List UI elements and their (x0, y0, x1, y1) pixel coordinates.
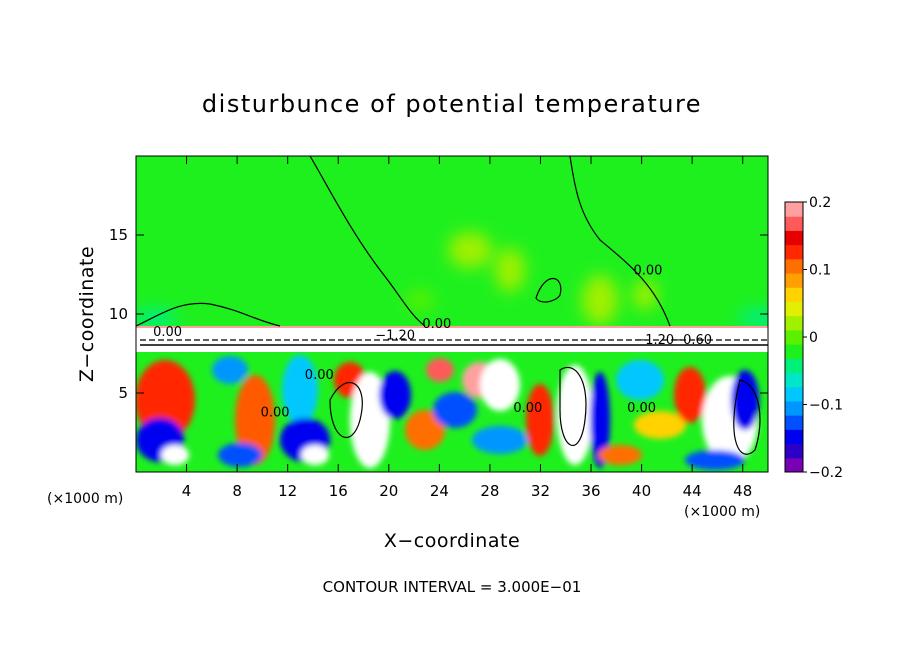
colorbar-swatch (785, 301, 803, 317)
x-unit-label: (×1000 m) (684, 504, 760, 520)
y-axis-ticks: 5 10 15 (109, 226, 768, 402)
y-tick-label: 15 (109, 226, 128, 244)
x-tick-label: 4 (182, 482, 192, 500)
colorbar-swatch (785, 386, 803, 402)
x-axis-ticks: 4 8 12 16 20 24 28 32 36 40 44 48 (182, 156, 752, 500)
contour-label: −1.20 (375, 328, 415, 343)
x-tick-label: 48 (733, 482, 752, 500)
chart-title: disturbunce of potential temperature (202, 90, 702, 118)
colorbar-swatch (785, 344, 803, 359)
x-tick-label: 28 (480, 482, 499, 500)
colorbar-swatch (785, 315, 803, 331)
colorbar-tick-label: 0.2 (809, 195, 831, 211)
colorbar-swatch (785, 372, 803, 388)
interface-band (136, 326, 768, 352)
x-tick-label: 8 (232, 482, 242, 500)
x-tick-label: 12 (278, 482, 297, 500)
colorbar-swatch (785, 358, 803, 374)
y-tick-label: 5 (118, 384, 128, 402)
x-tick-label: 24 (430, 482, 449, 500)
colorbar-tick-label: −0.1 (809, 398, 843, 414)
x-tick-label: 16 (329, 482, 348, 500)
y-tick-label: 10 (109, 305, 128, 323)
colorbar-swatch (785, 443, 803, 459)
turbulent-layer-blobs (136, 355, 759, 470)
colorbar-swatch (785, 457, 803, 473)
colorbar-swatch (785, 202, 803, 217)
x-tick-label: 32 (531, 482, 550, 500)
contour-label: 0.00 (627, 401, 656, 416)
colorbar-swatch (785, 415, 803, 430)
x-tick-label: 36 (581, 482, 600, 500)
colorbar-tick-label: −0.2 (809, 465, 843, 481)
colorbar-swatch (785, 216, 803, 231)
colorbar-swatch (785, 429, 803, 445)
colorbar-swatch (785, 273, 803, 288)
colorbar-swatch (785, 244, 803, 260)
contour-label: 0.00 (261, 406, 290, 421)
contour-label: 0.00 (153, 325, 182, 340)
contour-labels: 0.000.00 −1.200.00−1.20−0.600.000.00 0.00 0… (153, 264, 712, 421)
colorbar-swatch (785, 258, 803, 274)
contour-label: 0.00 (305, 368, 334, 383)
x-tick-label: 40 (632, 482, 651, 500)
colorbar: 0.2 0.1 0 −0.1 −0.2 (784, 195, 843, 481)
colorbar-swatch (785, 230, 803, 246)
colorbar-swatch (785, 400, 803, 416)
upper-layer-anomalies (136, 232, 768, 328)
colorbar-swatch (785, 287, 803, 302)
contour-label: 0.00 (422, 317, 451, 332)
footer-note: CONTOUR INTERVAL = 3.000E−01 (323, 578, 582, 596)
colorbar-tick-label: 0 (809, 330, 818, 346)
contour-label: 0.00 (513, 401, 542, 416)
contour-label: −1.20 (634, 333, 674, 348)
colorbar-swatch (785, 329, 803, 345)
colorbar-tick-label: 0.1 (809, 263, 831, 279)
contour-lines (136, 156, 768, 455)
y-axis-label: Z−coordinate (76, 246, 98, 382)
contour-label: −0.60 (672, 333, 712, 348)
x-axis-label: X−coordinate (384, 530, 520, 552)
contour-label: 0.00 (633, 264, 662, 279)
x-tick-label: 20 (379, 482, 398, 500)
z-unit-label: (×1000 m) (47, 491, 123, 507)
x-tick-label: 44 (683, 482, 702, 500)
plot-area (136, 156, 768, 472)
